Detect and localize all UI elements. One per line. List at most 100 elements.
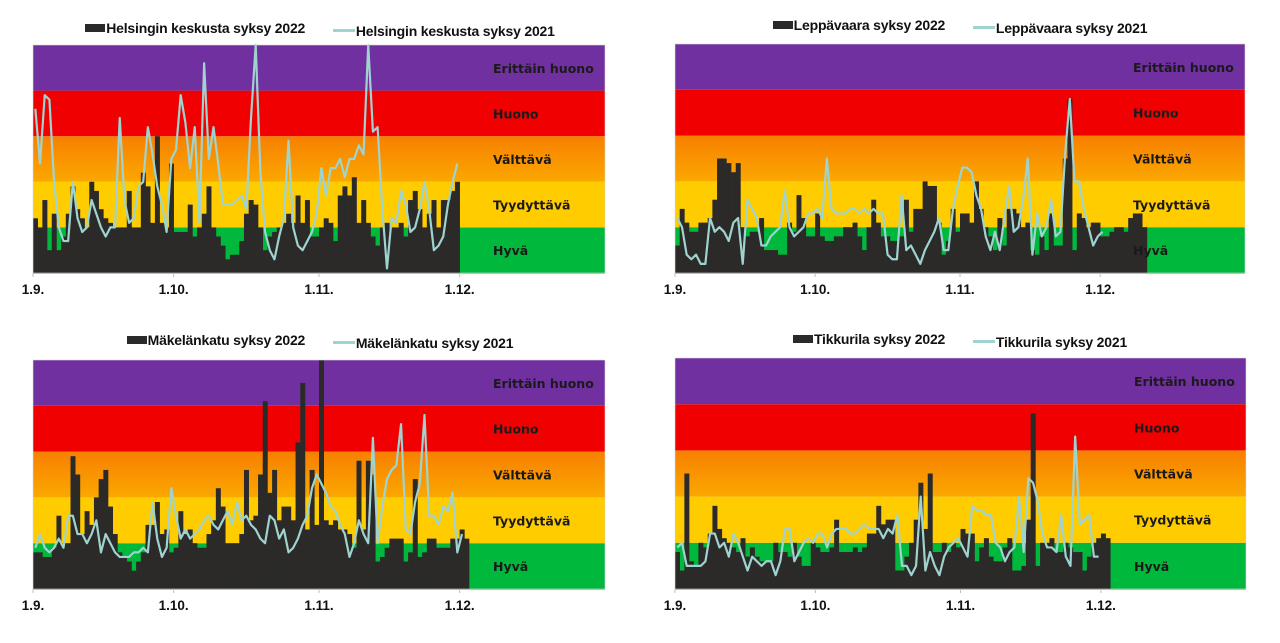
x-tick-label: 1.11. — [945, 282, 974, 297]
bar-2022 — [866, 533, 872, 589]
bar-2022 — [820, 552, 826, 589]
bar-2022 — [75, 209, 81, 273]
band-huono — [675, 89, 1245, 136]
legend-swatch-line — [972, 26, 995, 29]
bar-2022 — [47, 556, 53, 589]
chart-legend: Mäkelänkatu syksy 2022 Mäkelänkatu syksy… — [0, 331, 640, 351]
chart-legend: Tikkurila syksy 2022 Tikkurila syksy 202… — [640, 330, 1280, 350]
bar-2022 — [969, 533, 975, 589]
bar-2022 — [248, 520, 254, 589]
bar-2022 — [290, 520, 296, 589]
bar-2022 — [328, 222, 334, 273]
chart-svg: 1.9. 1.10. 1.11. 1.12. Hyvä Tyydyttävä Välttäv… — [664, 357, 1247, 613]
bar-2022 — [1072, 552, 1078, 589]
bar-2022 — [51, 213, 57, 273]
band-label: Välttävä — [493, 468, 552, 483]
bar-2022 — [815, 213, 821, 273]
bar-2022 — [745, 556, 751, 589]
bar-2022 — [796, 556, 802, 589]
x-tick-label: 1.10. — [800, 598, 830, 613]
bar-2022 — [838, 552, 844, 589]
line-2021 — [34, 413, 464, 559]
bar-2022 — [459, 529, 465, 589]
band-erittäin-huono — [675, 358, 1246, 405]
bar-2022 — [871, 533, 877, 589]
bar-2022 — [51, 547, 57, 589]
bar-2022 — [1007, 538, 1013, 589]
bar-2022 — [211, 227, 217, 273]
bar-2022 — [941, 542, 947, 589]
bar-2022 — [880, 524, 886, 589]
bar-2022 — [848, 552, 854, 589]
bar-2022 — [1068, 547, 1074, 589]
bar-2022 — [889, 240, 895, 273]
bar-2022 — [295, 195, 301, 273]
bar-2022 — [70, 186, 76, 273]
bar-2022 — [1030, 413, 1036, 589]
legend-swatch-bar — [792, 335, 813, 343]
legend-label-2022: Helsingin keskusta syksy 2022 — [106, 20, 306, 36]
bar-2022 — [1002, 547, 1008, 589]
bar-2022 — [1091, 542, 1097, 589]
bar-2022 — [689, 561, 695, 589]
chart-legend: Leppävaara syksy 2022 Leppävaara syksy 2… — [640, 16, 1280, 36]
bar-2022 — [464, 538, 470, 589]
bar-2022 — [1011, 570, 1017, 589]
bar-2022 — [843, 552, 849, 589]
bar-2022 — [908, 231, 914, 273]
bar-2022 — [436, 547, 442, 589]
bar-2022 — [187, 529, 193, 589]
bar-2022 — [422, 552, 428, 589]
band-label: Tyydyttävä — [493, 513, 570, 528]
band-erittäin-huono — [675, 44, 1245, 90]
bar-2022 — [1058, 245, 1064, 273]
band-huono — [33, 90, 605, 137]
bar-2022 — [731, 547, 737, 589]
bar-2022 — [417, 556, 423, 589]
bar-2022 — [234, 543, 240, 589]
bar-2022 — [801, 565, 807, 589]
bar-2022 — [838, 236, 844, 273]
bar-2022 — [379, 556, 385, 589]
bar-2022 — [220, 245, 226, 273]
bar-2022 — [337, 529, 343, 589]
bar-2022 — [815, 547, 821, 589]
band-huono — [675, 404, 1246, 451]
band-label: Erittäin huono — [493, 376, 594, 391]
legend-item-2022: Mäkelänkatu syksy 2022 — [126, 332, 305, 348]
bar-2022 — [1123, 231, 1129, 273]
bar-2022 — [857, 236, 863, 273]
bar-2022 — [225, 259, 231, 273]
bar-2022 — [89, 524, 95, 589]
bar-2022 — [988, 236, 993, 273]
bar-2022 — [1067, 98, 1073, 274]
bar-2022 — [1096, 538, 1102, 589]
bar-2022 — [1076, 213, 1082, 273]
bar-2022 — [679, 570, 685, 589]
bar-2022 — [1058, 552, 1064, 589]
bar-2022 — [454, 538, 460, 589]
bar-2022 — [239, 241, 245, 273]
bar-2022 — [862, 547, 868, 589]
bar-2022 — [215, 236, 221, 273]
bar-2022 — [262, 250, 268, 273]
bar-2022 — [684, 222, 690, 273]
bar-2022 — [978, 208, 984, 273]
band-label: Tyydyttävä — [1134, 513, 1211, 528]
bar-2022 — [1132, 213, 1138, 273]
bar-2022 — [417, 209, 423, 273]
bar-2022 — [735, 552, 741, 589]
legend-label-2022: Tikkurila syksy 2022 — [813, 331, 946, 347]
bar-2022 — [796, 195, 802, 273]
bar-2022 — [253, 515, 259, 589]
bar-2022 — [1142, 227, 1148, 273]
bar-2022 — [258, 474, 264, 589]
bar-2022 — [33, 552, 38, 589]
bar-2022 — [1025, 222, 1031, 273]
line-2021 — [676, 435, 1099, 577]
bar-2022 — [773, 250, 779, 273]
bar-2022 — [112, 227, 118, 273]
bar-2022 — [351, 547, 357, 589]
bar-2022 — [131, 227, 137, 273]
bar-2022 — [960, 213, 965, 273]
